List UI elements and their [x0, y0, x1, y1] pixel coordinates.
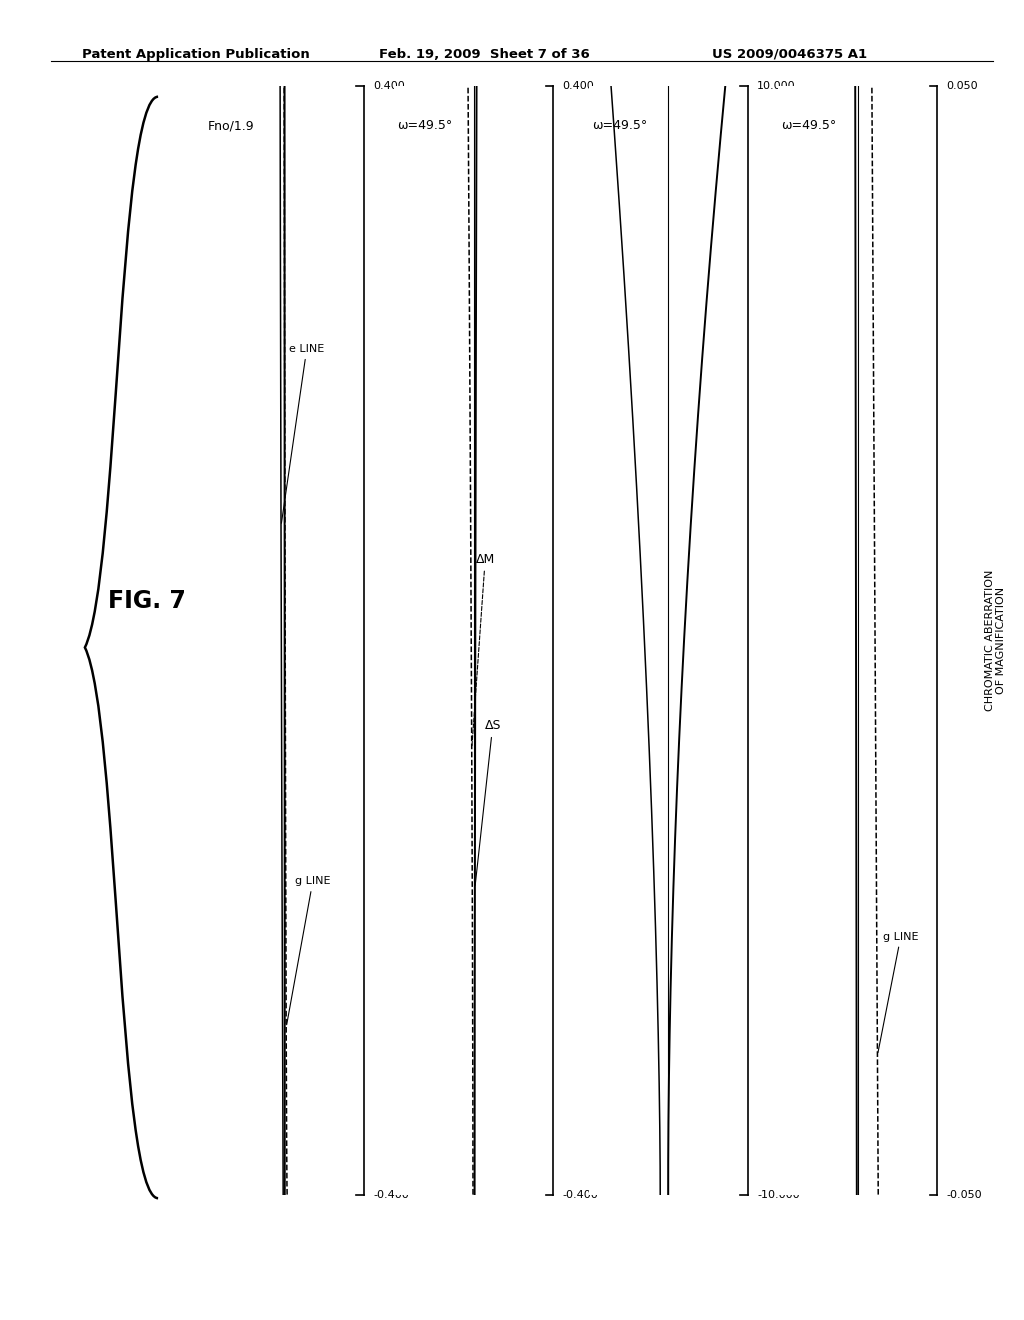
- Text: US 2009/0046375 A1: US 2009/0046375 A1: [712, 48, 866, 61]
- Text: e LINE: e LINE: [282, 345, 325, 523]
- Text: 10.000: 10.000: [757, 81, 796, 91]
- Text: FIG. 7: FIG. 7: [108, 589, 185, 612]
- Text: ω=49.5°: ω=49.5°: [592, 119, 647, 132]
- Text: g LINE: g LINE: [878, 932, 919, 1052]
- Text: ΔS: ΔS: [475, 719, 501, 886]
- Text: DISTORTION (%): DISTORTION (%): [795, 594, 805, 686]
- Text: Fno/1.9: Fno/1.9: [208, 119, 255, 132]
- Text: -10.000: -10.000: [757, 1189, 800, 1200]
- Text: g LINE: g LINE: [287, 876, 331, 1024]
- Text: ASTIGMATISM: ASTIGMATISM: [600, 602, 610, 678]
- Text: ΔM: ΔM: [472, 553, 495, 746]
- Text: 0.050: 0.050: [946, 81, 978, 91]
- Text: -0.400: -0.400: [562, 1189, 598, 1200]
- Text: -0.400: -0.400: [373, 1189, 409, 1200]
- Text: CHROMATIC ABERRATION
OF MAGNIFICATION: CHROMATIC ABERRATION OF MAGNIFICATION: [985, 569, 1007, 711]
- Text: 0.400: 0.400: [562, 81, 594, 91]
- Text: ω=49.5°: ω=49.5°: [397, 119, 453, 132]
- Text: SPHERICAL
ABERRATION: SPHERICAL ABERRATION: [411, 605, 433, 676]
- Text: -0.050: -0.050: [946, 1189, 982, 1200]
- Text: 0.400: 0.400: [373, 81, 404, 91]
- Text: ω=49.5°: ω=49.5°: [781, 119, 837, 132]
- Text: Patent Application Publication: Patent Application Publication: [82, 48, 309, 61]
- Text: Feb. 19, 2009  Sheet 7 of 36: Feb. 19, 2009 Sheet 7 of 36: [379, 48, 590, 61]
